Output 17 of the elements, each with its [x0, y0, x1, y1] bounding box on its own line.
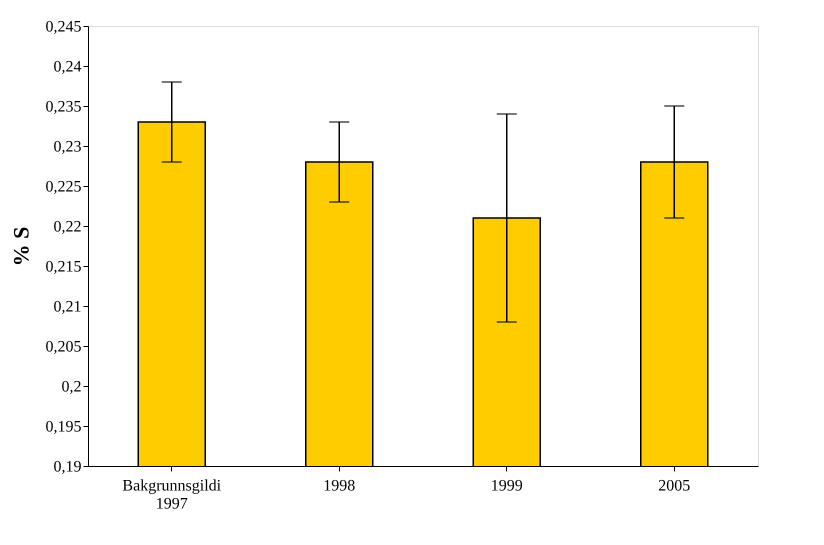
- y-tick-label: 0,2: [62, 378, 82, 396]
- x-tick-label: 1998: [323, 478, 356, 494]
- y-tick-label: 0,21: [54, 298, 82, 316]
- x-tick-label: 2005: [658, 478, 690, 494]
- y-axis-title: % S: [8, 226, 34, 266]
- y-tick-label: 0,19: [54, 458, 82, 476]
- y-tick-label: 0,24: [54, 58, 82, 76]
- y-tick-label: 0,245: [46, 18, 82, 36]
- y-tick-label: 0,205: [46, 338, 82, 356]
- y-tick-label: 0,225: [46, 178, 82, 196]
- y-tick-label: 0,23: [54, 138, 82, 156]
- x-tick-label: Bakgrunnsgildi 1997: [122, 478, 222, 512]
- y-tick-label: 0,22: [54, 218, 82, 236]
- y-tick-label: 0,235: [46, 98, 82, 116]
- y-tick-label: 0,195: [46, 418, 82, 436]
- x-tick-label: 1999: [490, 478, 523, 494]
- y-tick-label: 0,215: [46, 258, 82, 276]
